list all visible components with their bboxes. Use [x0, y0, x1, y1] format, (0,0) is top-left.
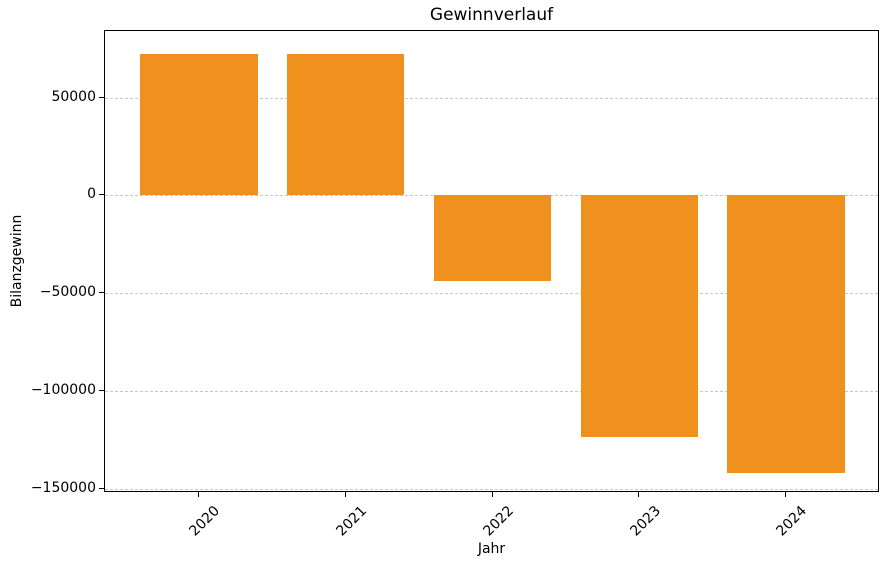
x-tick-label: 2020: [186, 503, 224, 540]
y-tick-mark: [99, 194, 104, 196]
y-tick-label: −100000: [30, 382, 96, 399]
x-tick-mark: [344, 492, 346, 497]
x-tick-label: 2023: [627, 503, 664, 540]
y-tick-mark: [99, 488, 104, 490]
x-tick-label: 2022: [480, 503, 517, 540]
x-tick-label: 2024: [773, 503, 811, 540]
y-tick-label: −50000: [39, 284, 96, 301]
bar-2022: [433, 195, 552, 281]
x-tick-label: 2021: [333, 503, 371, 540]
y-tick-label: −150000: [30, 480, 96, 497]
x-tick-mark: [197, 492, 199, 497]
y-tick-label: 0: [87, 186, 96, 203]
gridline-y: [105, 391, 878, 393]
y-axis-label: Bilanzgewinn: [9, 214, 25, 308]
x-tick-mark: [785, 492, 787, 497]
chart-title: Gewinnverlauf: [429, 5, 554, 25]
y-tick-label: 50000: [51, 88, 96, 105]
bar-2024: [727, 195, 845, 473]
gridline-y: [105, 97, 878, 99]
plot-area: [104, 30, 879, 492]
gridline-y: [105, 293, 878, 295]
y-tick-mark: [99, 292, 104, 294]
y-tick-mark: [99, 390, 104, 392]
x-tick-mark: [638, 492, 640, 497]
x-tick-mark: [491, 492, 493, 497]
bar-2020: [140, 54, 258, 196]
bar-2021: [287, 53, 405, 196]
x-axis-label: Jahr: [477, 541, 506, 557]
gridline-y: [105, 489, 878, 491]
bar-2023: [580, 195, 698, 437]
y-tick-mark: [99, 96, 104, 98]
